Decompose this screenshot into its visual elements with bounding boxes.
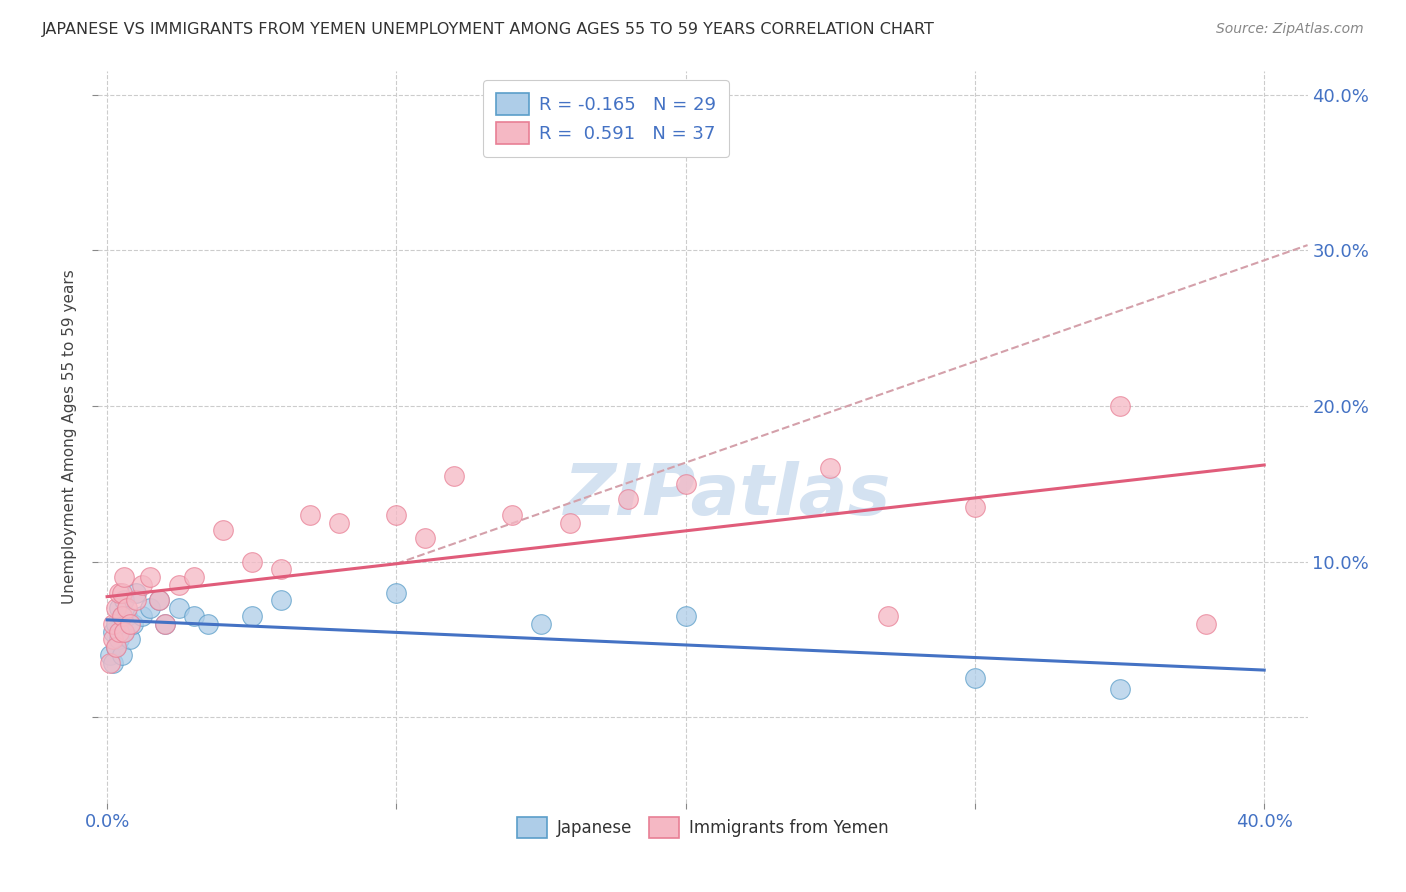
Text: ZIPatlas: ZIPatlas	[564, 461, 891, 530]
Point	[139, 601, 162, 615]
Point	[820, 461, 842, 475]
Point	[107, 601, 129, 615]
Point	[558, 516, 581, 530]
Point	[675, 609, 697, 624]
Point	[963, 500, 986, 515]
Point	[183, 609, 205, 624]
Point	[110, 648, 132, 662]
Point	[110, 585, 132, 599]
Point	[413, 531, 436, 545]
Point	[101, 616, 124, 631]
Point	[197, 616, 219, 631]
Point	[114, 624, 136, 639]
Point	[110, 609, 132, 624]
Point	[120, 632, 142, 647]
Y-axis label: Unemployment Among Ages 55 to 59 years: Unemployment Among Ages 55 to 59 years	[62, 269, 77, 605]
Point	[110, 609, 132, 624]
Point	[385, 508, 408, 522]
Point	[153, 616, 176, 631]
Point	[104, 640, 127, 655]
Point	[385, 585, 408, 599]
Point	[107, 632, 129, 647]
Point	[122, 616, 145, 631]
Point	[125, 585, 148, 599]
Point	[101, 656, 124, 670]
Point	[148, 593, 170, 607]
Point	[240, 555, 263, 569]
Point	[211, 524, 233, 538]
Point	[107, 585, 129, 599]
Point	[183, 570, 205, 584]
Point	[270, 593, 292, 607]
Point	[131, 578, 153, 592]
Point	[125, 593, 148, 607]
Point	[98, 656, 121, 670]
Point	[328, 516, 350, 530]
Point	[153, 616, 176, 631]
Point	[104, 616, 127, 631]
Point	[617, 492, 640, 507]
Point	[443, 469, 465, 483]
Point	[107, 624, 129, 639]
Point	[131, 609, 153, 624]
Point	[120, 616, 142, 631]
Point	[675, 476, 697, 491]
Text: JAPANESE VS IMMIGRANTS FROM YEMEN UNEMPLOYMENT AMONG AGES 55 TO 59 YEARS CORRELA: JAPANESE VS IMMIGRANTS FROM YEMEN UNEMPL…	[42, 22, 935, 37]
Text: Source: ZipAtlas.com: Source: ZipAtlas.com	[1216, 22, 1364, 37]
Point	[530, 616, 553, 631]
Point	[101, 624, 124, 639]
Point	[114, 570, 136, 584]
Point	[104, 640, 127, 655]
Point	[117, 609, 139, 624]
Point	[98, 648, 121, 662]
Point	[1108, 399, 1130, 413]
Point	[270, 562, 292, 576]
Point	[169, 578, 191, 592]
Point	[139, 570, 162, 584]
Point	[963, 671, 986, 685]
Point	[877, 609, 900, 624]
Point	[117, 601, 139, 615]
Point	[148, 593, 170, 607]
Point	[240, 609, 263, 624]
Point	[169, 601, 191, 615]
Point	[1195, 616, 1218, 631]
Point	[114, 593, 136, 607]
Point	[104, 601, 127, 615]
Point	[114, 624, 136, 639]
Point	[298, 508, 321, 522]
Legend: Japanese, Immigrants from Yemen: Japanese, Immigrants from Yemen	[506, 805, 900, 849]
Point	[101, 632, 124, 647]
Point	[501, 508, 523, 522]
Point	[1108, 682, 1130, 697]
